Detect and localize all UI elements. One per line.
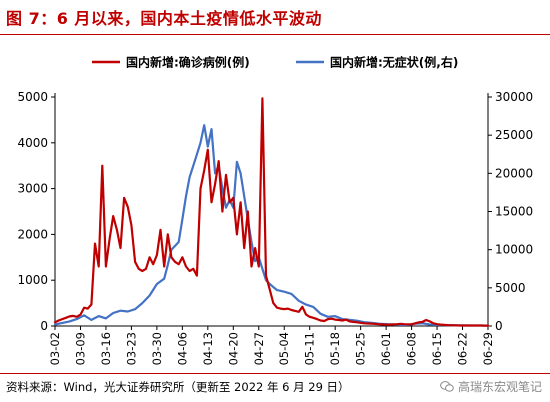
x-tick-label: 06-15	[430, 332, 444, 365]
x-tick-label: 06-22	[456, 332, 470, 365]
legend-label: 国内新增:确诊病例(例)	[126, 55, 250, 70]
y-right-tick-label: 15000	[495, 205, 533, 219]
x-tick-label: 05-04	[277, 332, 291, 365]
y-right-tick-label: 5000	[495, 281, 526, 295]
series-line-confirmed	[53, 97, 490, 327]
y-left-tick-label: 3000	[17, 182, 48, 196]
y-right-tick-label: 0	[495, 319, 503, 333]
y-right-tick-label: 10000	[495, 243, 533, 257]
legend-label: 国内新增:无症状(例,右)	[330, 55, 458, 70]
y-right-tick-label: 20000	[495, 166, 533, 180]
y-left-tick-label: 1000	[17, 273, 48, 287]
x-tick-label: 06-01	[379, 332, 393, 365]
x-tick-label: 05-18	[328, 332, 342, 365]
watermark: 高瑞东宏观笔记	[440, 378, 542, 395]
x-tick-label: 03-02	[48, 332, 62, 365]
x-tick-label: 06-08	[405, 332, 419, 365]
x-tick-label: 05-11	[303, 332, 317, 365]
y-right-tick-label: 25000	[495, 128, 533, 142]
y-left-tick-label: 5000	[17, 90, 48, 104]
x-tick-label: 04-06	[175, 332, 189, 365]
wechat-icon	[440, 381, 454, 392]
y-left-tick-label: 0	[40, 319, 48, 333]
footer-divider	[0, 373, 550, 374]
source-note: 资料来源：Wind，光大证券研究所（更新至 2022 年 6 月 29 日）	[6, 380, 350, 394]
y-left-tick-label: 4000	[17, 136, 48, 150]
x-tick-label: 03-30	[150, 332, 164, 365]
x-tick-label: 03-09	[73, 332, 87, 365]
title-divider	[0, 34, 550, 35]
x-tick-label: 04-20	[226, 332, 240, 365]
line-chart: 0 1000 2000 3000 4000 5000 0 5000 10000 15000 2000…	[17, 55, 533, 366]
watermark-text: 高瑞东宏观笔记	[457, 380, 542, 394]
x-tick-label: 06-29	[481, 332, 495, 365]
x-tick-label: 05-25	[354, 332, 368, 365]
y-left-tick-label: 2000	[17, 227, 48, 241]
x-tick-label: 04-13	[201, 332, 215, 365]
x-tick-label: 03-23	[124, 332, 138, 365]
y-right-tick-label: 30000	[495, 90, 533, 104]
x-tick-label: 04-27	[252, 332, 266, 365]
page-title: 图 7：6 月以来，国内本土疫情低水平波动	[6, 9, 322, 28]
x-tick-label: 03-16	[99, 332, 113, 365]
